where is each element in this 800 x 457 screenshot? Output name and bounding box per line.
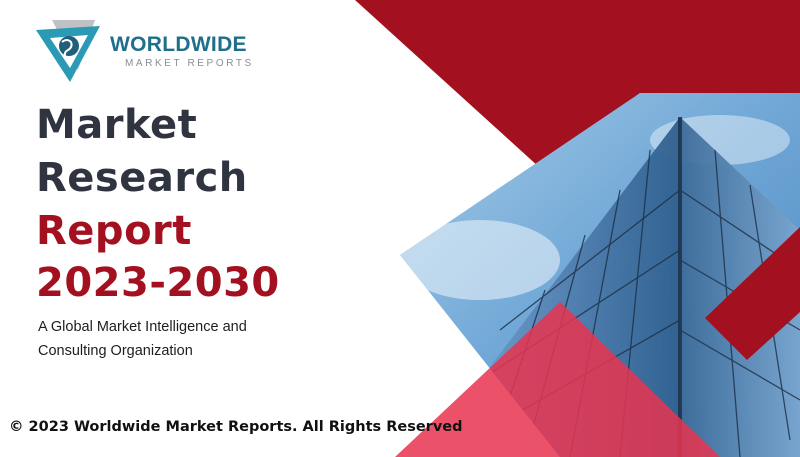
subtitle-line-1: A Global Market Intelligence and	[38, 319, 247, 335]
headline-line-2: Research	[36, 155, 248, 201]
logo-mark	[36, 20, 100, 82]
headline-line-3: Report	[36, 208, 192, 254]
headline-years: 2023-2030	[36, 260, 280, 306]
red-banner-shape	[355, 0, 800, 177]
subtitle-line-2: Consulting Organization	[38, 343, 193, 359]
logo-tagline: MARKET REPORTS	[125, 58, 254, 69]
copyright-footer: © 2023 Worldwide Market Reports. All Rig…	[9, 419, 463, 435]
headline-line-1: Market	[36, 102, 198, 148]
pink-triangle-shape	[395, 302, 720, 457]
logo-brand: WORLDWIDE	[110, 33, 247, 56]
red-chevron-shape	[705, 227, 800, 360]
